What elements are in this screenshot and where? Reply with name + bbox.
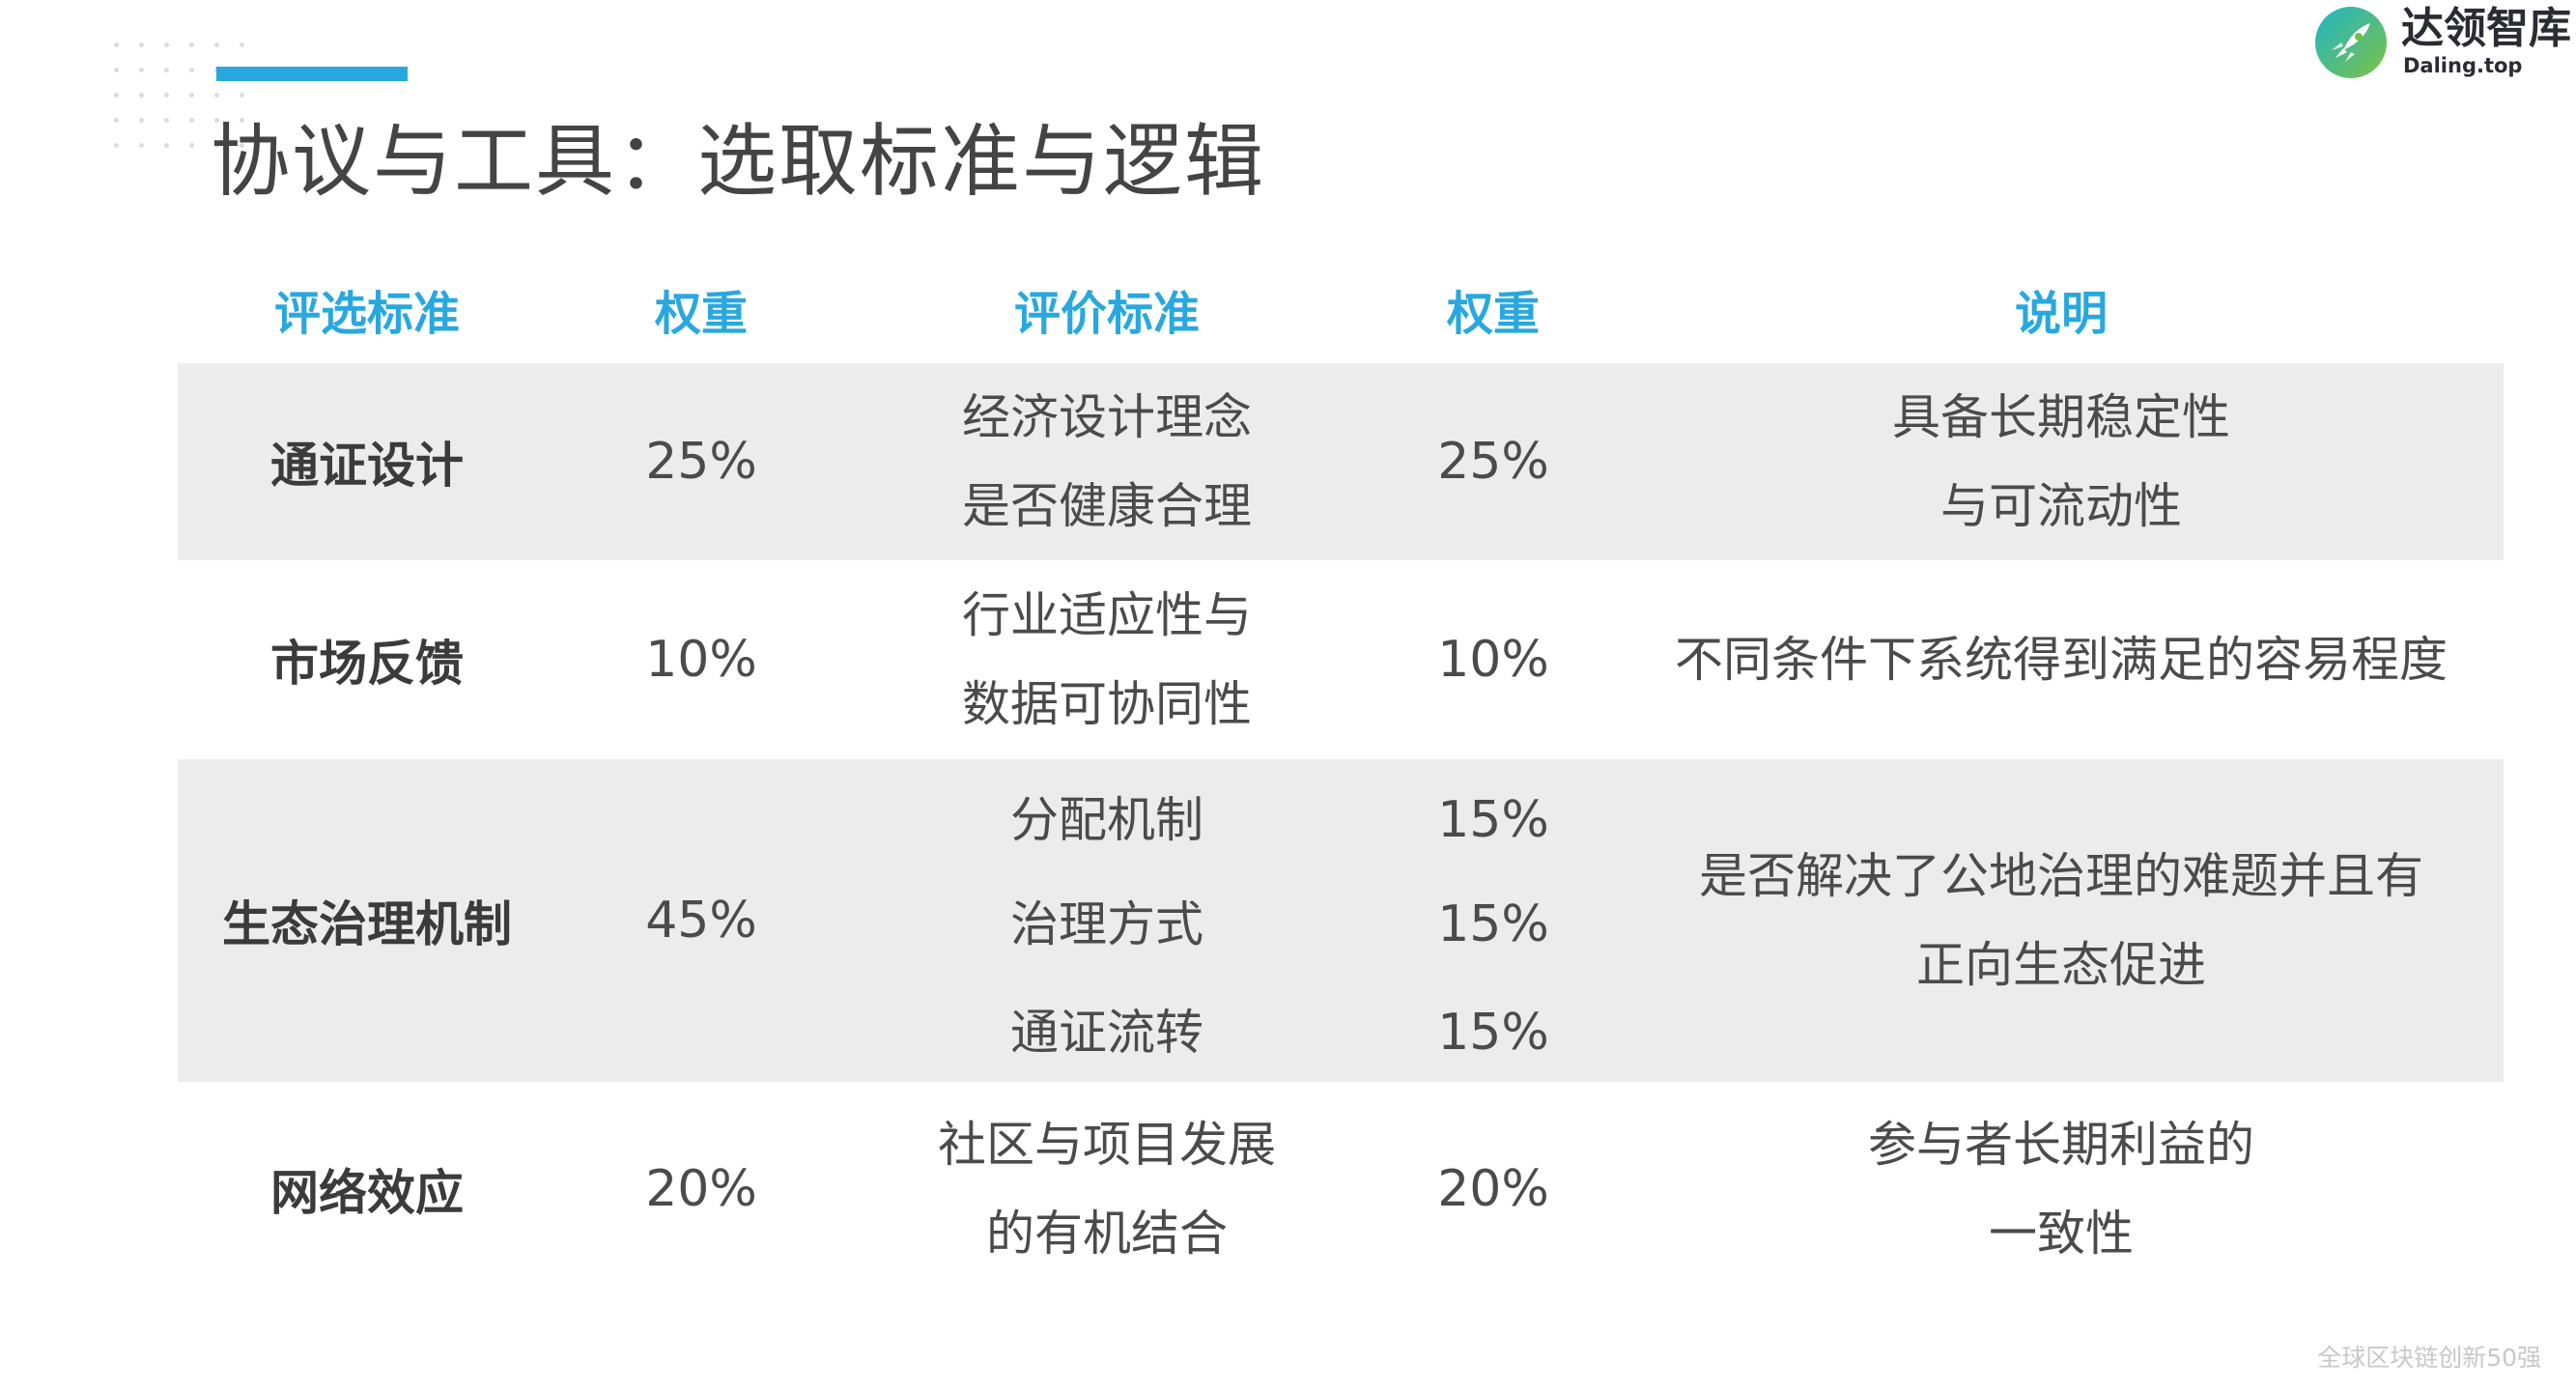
criterion-weight: 20%	[645, 1160, 757, 1218]
footer-text: 全球区块链创新50强	[2317, 1344, 2541, 1372]
evaluation-weight: 25%	[1437, 433, 1549, 491]
description-line: 是否解决了公地治理的难题并且有	[1699, 848, 2423, 904]
description-line: 正向生态促进	[1916, 937, 2206, 993]
evaluation-cell: 分配机制	[1010, 792, 1203, 848]
description-cell: 是否解决了公地治理的难题并且有 正向生态促进	[1619, 759, 2504, 1082]
criterion-cell: 生态治理机制	[222, 896, 512, 952]
criterion-cell: 通证设计	[270, 438, 464, 494]
table-row-band	[178, 759, 2504, 1082]
evaluation-weight: 15%	[1437, 791, 1549, 849]
table-header-row: 评选标准 权重 评价标准 权重 说明	[0, 270, 2576, 357]
description-line: 一致性	[1989, 1206, 2134, 1262]
header-description: 说明	[2014, 287, 2108, 341]
description-cell: 不同条件下系统得到满足的容易程度	[1619, 560, 2504, 759]
criterion-cell: 市场反馈	[270, 636, 464, 692]
evaluation-cell: 通证流转	[1010, 1005, 1203, 1061]
description-line: 与可流动性	[1940, 478, 2182, 534]
evaluation-weight: 15%	[1437, 895, 1549, 953]
criterion-cell: 网络效应	[270, 1165, 464, 1221]
criterion-weight: 45%	[645, 892, 757, 950]
table-row-band	[178, 363, 2504, 560]
evaluation-line: 数据可协同性	[962, 676, 1252, 732]
evaluation-cell: 社区与项目发展 的有机结合	[846, 1082, 1368, 1296]
criterion-weight: 10%	[645, 631, 757, 689]
description-cell: 参与者长期利益的 一致性	[1619, 1082, 2504, 1296]
header-weight: 权重	[654, 287, 748, 341]
rocket-icon	[2315, 7, 2387, 78]
description-line: 参与者长期利益的	[1868, 1117, 2254, 1173]
evaluation-cell: 经济设计理念 是否健康合理	[846, 363, 1368, 560]
evaluation-line: 社区与项目发展	[938, 1117, 1276, 1173]
evaluation-line: 经济设计理念	[962, 389, 1252, 445]
description-line: 不同条件下系统得到满足的容易程度	[1675, 632, 2448, 688]
evaluation-cell: 治理方式	[1010, 896, 1203, 952]
brand-domain: Daling.top	[2403, 54, 2523, 77]
evaluation-line: 行业适应性与	[962, 587, 1252, 643]
page-title: 协议与工具：选取标准与逻辑	[211, 116, 1266, 208]
header-evaluation-weight: 权重	[1446, 287, 1540, 341]
evaluation-line: 是否健康合理	[962, 478, 1252, 534]
evaluation-cell: 行业适应性与 数据可协同性	[846, 560, 1368, 759]
evaluation-weight: 20%	[1437, 1160, 1549, 1218]
criterion-weight: 25%	[645, 433, 757, 491]
title-accent-bar	[216, 67, 408, 81]
header-selection-criteria: 评选标准	[273, 287, 460, 341]
evaluation-line: 的有机结合	[986, 1206, 1228, 1262]
header-evaluation-criteria: 评价标准	[1013, 287, 1200, 341]
decorative-dot-grid	[114, 43, 265, 168]
description-cell: 具备长期稳定性 与可流动性	[1619, 363, 2504, 560]
brand-logo: 达领智库 Daling.top	[2314, 0, 2573, 85]
evaluation-weight: 15%	[1437, 1004, 1549, 1062]
description-line: 具备长期稳定性	[1892, 389, 2230, 445]
brand-name: 达领智库	[2401, 4, 2571, 53]
evaluation-weight: 10%	[1437, 631, 1549, 689]
